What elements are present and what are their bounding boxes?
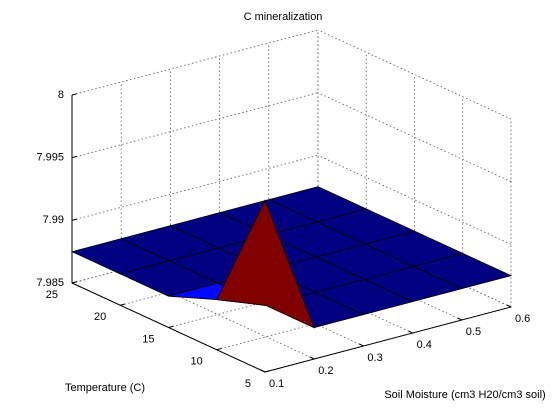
z-tick [71, 155, 78, 159]
grid-line [317, 92, 512, 183]
x-tick [408, 330, 413, 334]
x-tick [359, 343, 364, 347]
y-tick-label: 20 [94, 311, 106, 323]
y-tick [264, 370, 271, 373]
grid-line [317, 154, 512, 245]
x-tick [260, 369, 266, 373]
x-tick [506, 304, 512, 308]
grid-line [71, 92, 319, 159]
y-tick-label: 25 [46, 289, 58, 301]
y-tick-label: 10 [191, 356, 203, 368]
grid-line [71, 29, 319, 96]
x-tick-label: 0.2 [318, 365, 333, 377]
grid-line [317, 29, 512, 120]
z-tick-label: 7.985 [36, 277, 64, 289]
x-tick-label: 0.3 [367, 352, 382, 364]
y-axis-label: Temperature (C) [65, 382, 145, 394]
y-tick [71, 281, 78, 284]
y-tick-label: 15 [142, 333, 154, 345]
y-tick [120, 303, 126, 306]
z-tick [71, 218, 78, 221]
z-tick-label: 7.99 [43, 214, 64, 226]
z-tick [71, 93, 78, 96]
x-tick-label: 0.5 [466, 326, 481, 338]
x-tick-label: 0.6 [515, 313, 530, 325]
x-axis [264, 306, 512, 373]
grid-line [71, 154, 319, 221]
x-axis-label: Soil Moisture (cm3 H20/cm3 soil) [384, 389, 545, 401]
z-tick-label: 7.995 [36, 152, 64, 164]
x-tick-label: 0.1 [269, 378, 284, 390]
z-tick-label: 8 [58, 89, 64, 101]
x-tick-label: 0.4 [417, 339, 432, 351]
y-tick [168, 325, 174, 328]
x-tick [309, 356, 315, 360]
y-tick [216, 347, 222, 351]
x-tick [457, 317, 463, 321]
chart-title: C mineralization [244, 11, 323, 23]
surface-face [216, 199, 315, 329]
y-tick-label: 5 [245, 378, 251, 390]
